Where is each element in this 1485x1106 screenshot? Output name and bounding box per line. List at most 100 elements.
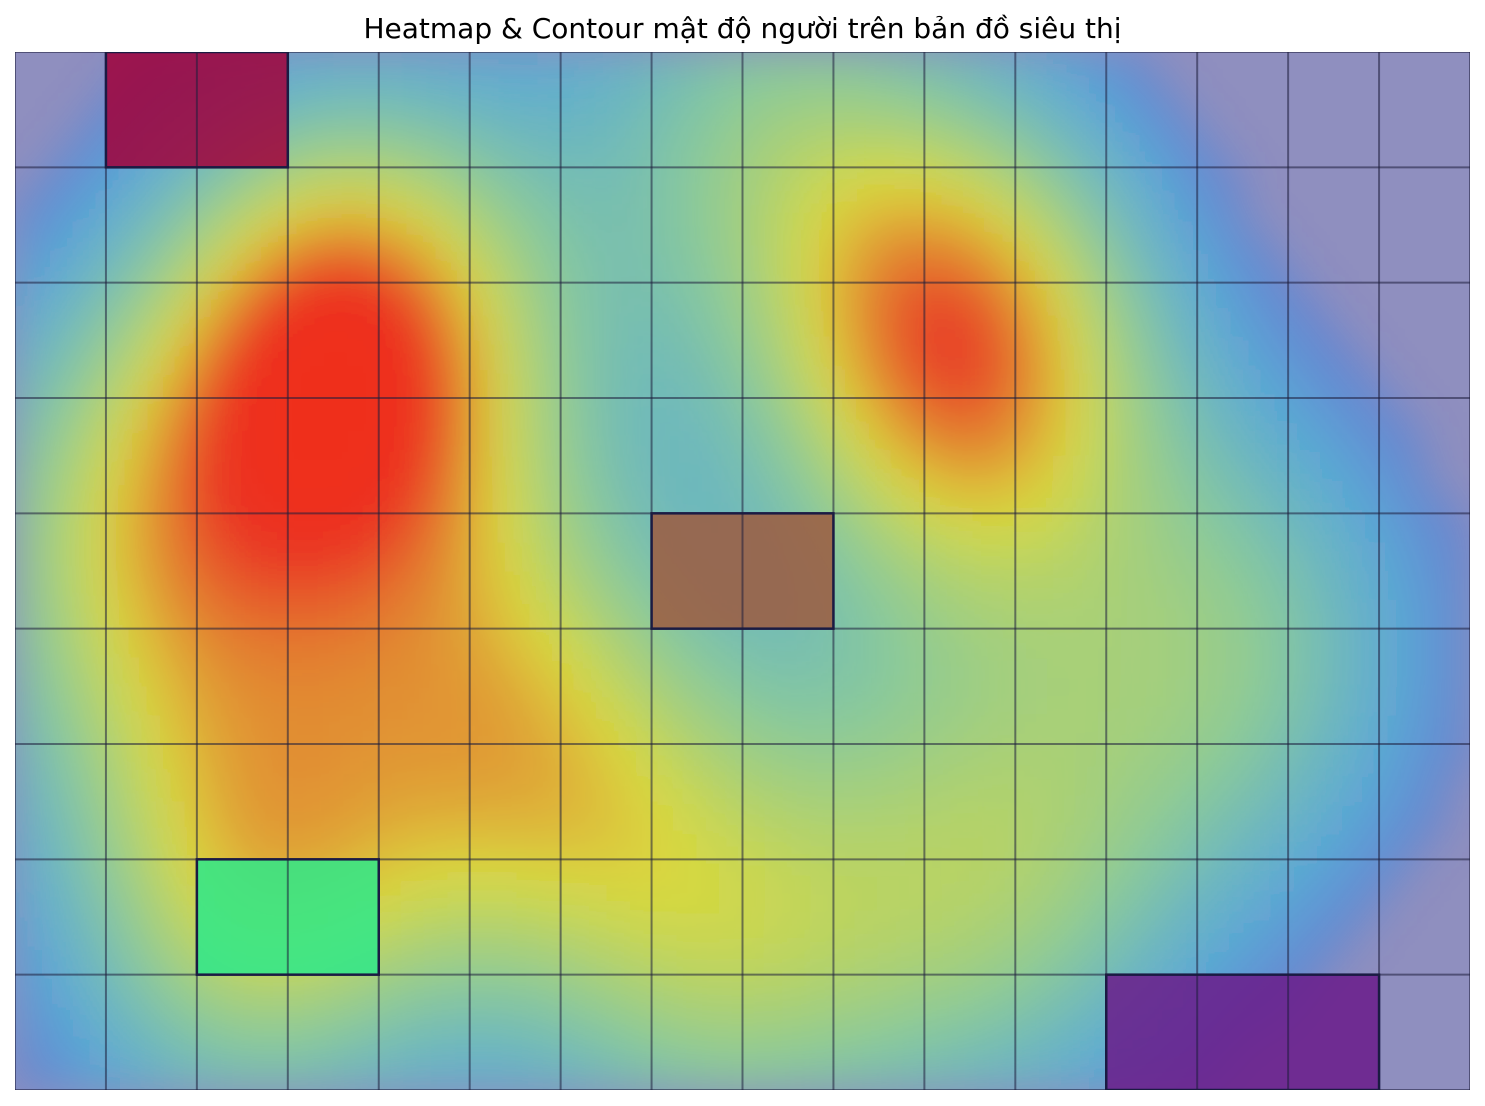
heat-cell [810,109,835,140]
heat-cell [878,715,903,745]
heat-cell [947,571,971,601]
heat-cell [37,167,62,197]
heat-cell [83,484,107,514]
heat-cell [1083,1061,1107,1090]
heat-cell [219,484,243,514]
heat-cell [924,282,948,313]
heat-cell [310,455,334,486]
heat-cell [1424,801,1448,832]
heat-cell [810,1032,835,1062]
heat-cell [1310,484,1335,514]
heat-cell [446,369,471,399]
heat-cell [401,1032,425,1062]
heat-cell [878,369,903,399]
heat-cell [515,1061,539,1090]
heat-cell [310,167,334,197]
heat-cell [560,225,584,255]
heat-cell [1015,138,1039,168]
heat-cell [1083,138,1107,168]
heat-cell [37,369,62,399]
heat-cell [878,109,903,140]
heat-cell [833,686,857,716]
heat-cell [992,945,1016,976]
heat-cell [947,109,971,140]
heat-cell [287,657,312,687]
heat-cell [333,1032,357,1062]
heat-cell [1219,196,1244,226]
heat-cell [924,1003,948,1033]
heat-cell [719,1061,744,1090]
heat-cell [969,715,994,745]
heat-cell [1197,657,1221,687]
heat-cell [128,945,153,976]
heat-cell [151,1032,175,1062]
heat-cell [424,801,448,832]
heat-cell [378,801,403,832]
heat-cell [1265,369,1289,399]
heat-cell [401,80,425,111]
heat-cell [833,484,857,514]
heat-cell [606,628,630,659]
heat-cell [765,830,789,860]
heat-cell [947,311,971,341]
heat-cell [401,888,425,918]
heat-cell [765,859,789,889]
heat-cell [128,657,153,687]
heat-cell [787,657,812,687]
heat-cell [674,917,698,947]
heat-cell [651,369,675,399]
heat-cell [60,772,84,803]
heat-cell [287,830,312,860]
heat-cell [515,657,539,687]
heat-cell [560,80,584,111]
heat-cell [469,167,494,197]
heat-cell [583,917,607,947]
heat-cell [1128,830,1153,860]
heat-cell [151,225,175,255]
heat-cell [1265,715,1289,745]
heat-cell [856,398,880,428]
heat-cell [1106,571,1130,601]
heat-cell [1333,455,1357,486]
heat-cell [1106,945,1130,976]
heat-cell [515,599,539,630]
heat-cell [83,1032,107,1062]
heat-cell [1197,426,1221,457]
heat-cell [1265,830,1289,860]
heat-cell [878,138,903,168]
heat-cell [537,542,562,572]
heat-cell [469,974,494,1005]
heat-cell [83,225,107,255]
heat-cell [446,801,471,832]
heat-cell [310,398,334,428]
heat-cell [401,715,425,745]
heat-cell [378,1003,403,1033]
heat-cell [287,744,312,774]
heat-cell [333,426,357,457]
heat-cell [901,369,925,399]
heat-cell [583,225,607,255]
heat-cell [401,542,425,572]
heat-cell [924,513,948,543]
heat-cell [628,599,653,630]
heat-cell [765,657,789,687]
heat-cell [37,398,62,428]
heat-cell [628,426,653,457]
heat-cell [583,657,607,687]
heat-cell [424,109,448,140]
heat-cell [583,369,607,399]
heat-cell [492,311,516,341]
heat-cell [901,167,925,197]
heat-cell [742,945,766,976]
heat-cell [1219,282,1244,313]
heat-cell [60,1061,84,1090]
heat-cell [947,744,971,774]
heat-cell [606,340,630,370]
heat-cell [1197,311,1221,341]
heat-cell [128,398,153,428]
heat-cell [515,196,539,226]
heat-cell [719,196,744,226]
heat-cell [969,657,994,687]
heat-cell [356,1032,380,1062]
heat-cell [219,196,243,226]
